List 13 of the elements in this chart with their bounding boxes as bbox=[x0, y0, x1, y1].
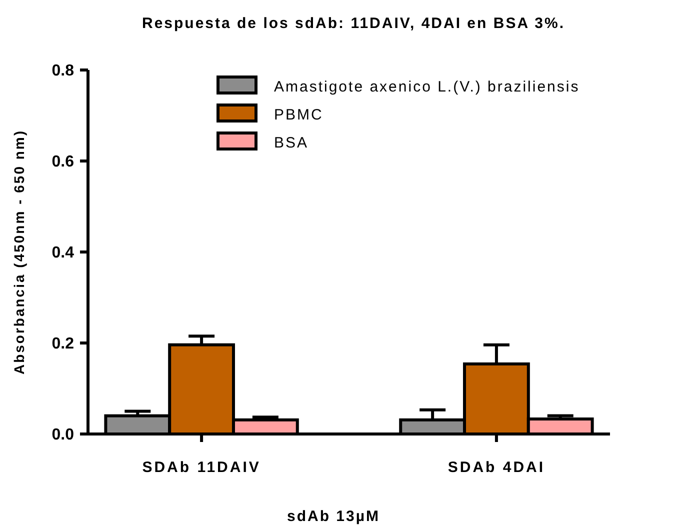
y-tick-label: 0.2 bbox=[52, 336, 74, 353]
y-axis-title: Absorbancia (450nm - 650 nm) bbox=[11, 129, 27, 375]
chart-title: Respuesta de los sdAb: 11DAIV, 4DAI en BSA 3%. bbox=[142, 15, 566, 32]
x-tick-label: SDAb 11DAIV bbox=[142, 459, 261, 476]
legend-label: PBMC bbox=[274, 106, 324, 124]
legend-label: BSA bbox=[274, 134, 309, 152]
y-tick-label: 0.4 bbox=[52, 244, 74, 262]
x-tick-label: SDAb 4DAI bbox=[448, 459, 546, 476]
x-axis-title: sdAb 13µM bbox=[287, 508, 380, 525]
y-tick-label: 0.0 bbox=[52, 426, 74, 444]
y-tick-label: 0.8 bbox=[52, 62, 74, 80]
legend-label: Amastigote axenico L.(V.) braziliensis bbox=[274, 78, 580, 96]
y-tick-label: 0.6 bbox=[52, 154, 74, 171]
